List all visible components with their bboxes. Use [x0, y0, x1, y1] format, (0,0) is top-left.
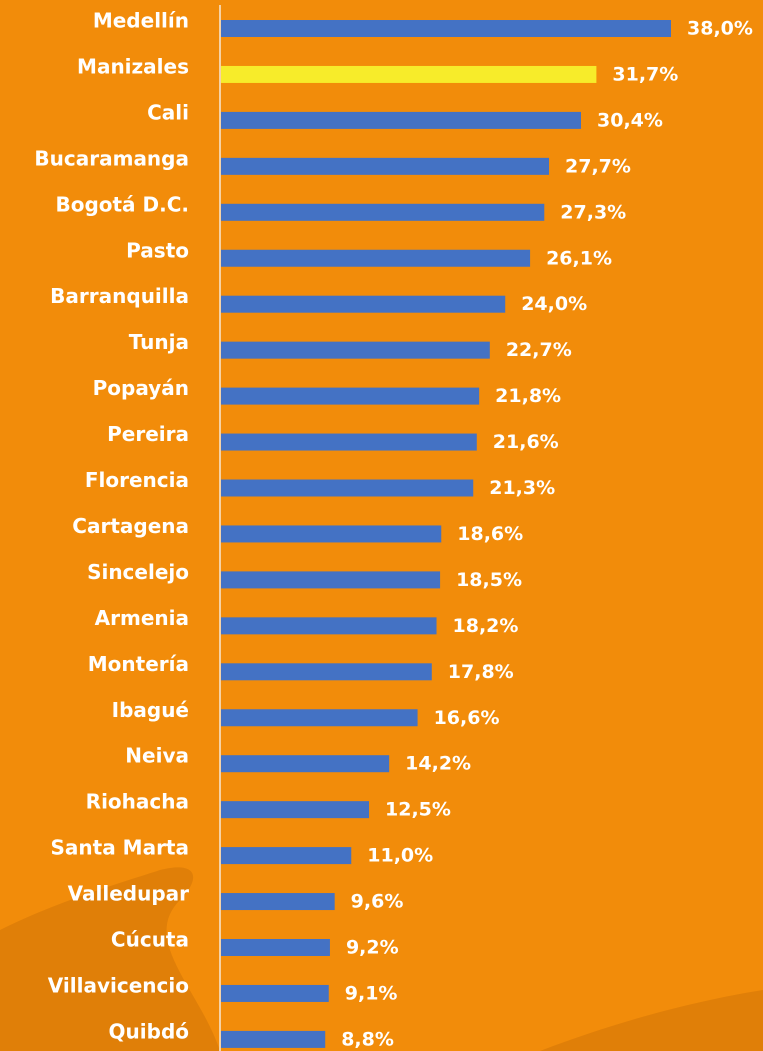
- bar: [221, 480, 473, 497]
- value-label: 24,0%: [521, 293, 587, 315]
- category-label: Barranquilla: [50, 284, 189, 308]
- background-hill: [540, 990, 763, 1051]
- value-label: 27,7%: [565, 155, 631, 177]
- bar: [221, 663, 432, 680]
- value-label: 9,2%: [346, 937, 399, 959]
- bar: [221, 20, 671, 37]
- value-label: 18,5%: [456, 569, 522, 591]
- category-label: Riohacha: [86, 790, 189, 814]
- category-label: Pasto: [126, 238, 189, 262]
- bar: [221, 204, 544, 221]
- page: {"chart_data": { "type": "bar", "orienta…: [0, 0, 763, 1051]
- bar: [221, 66, 596, 83]
- value-label: 8,8%: [341, 1028, 394, 1050]
- value-label: 31,7%: [612, 63, 678, 85]
- bar: [221, 847, 351, 864]
- bar: [221, 434, 477, 451]
- category-label: Quibdó: [109, 1019, 189, 1043]
- category-label: Florencia: [85, 468, 189, 492]
- value-label: 30,4%: [597, 109, 663, 131]
- value-label: 21,8%: [495, 385, 561, 407]
- bar: [221, 342, 490, 359]
- category-label: Cartagena: [72, 514, 189, 538]
- value-label: 12,5%: [385, 799, 451, 821]
- bar: [221, 985, 329, 1002]
- value-label: 16,6%: [434, 707, 500, 729]
- category-label: Ibagué: [112, 698, 189, 722]
- category-label: Cúcuta: [111, 928, 189, 952]
- category-label: Cali: [147, 100, 189, 124]
- category-label: Bogotá D.C.: [55, 192, 189, 216]
- category-label: Valledupar: [68, 882, 190, 906]
- category-label: Tunja: [129, 330, 189, 354]
- category-label: Sincelejo: [87, 560, 189, 584]
- bar: [221, 296, 505, 313]
- bar: [221, 709, 418, 726]
- bar: [221, 112, 581, 129]
- category-label: Villavicencio: [48, 973, 189, 997]
- category-label: Manizales: [77, 54, 189, 78]
- category-label: Medellín: [93, 9, 189, 33]
- category-label: Armenia: [95, 606, 189, 630]
- bar: [221, 939, 330, 956]
- value-label: 17,8%: [448, 661, 514, 683]
- bar: [221, 158, 549, 175]
- value-label: 18,6%: [457, 523, 523, 545]
- value-label: 21,6%: [493, 431, 559, 453]
- bar: [221, 755, 389, 772]
- value-label: 9,6%: [351, 891, 404, 913]
- bar: [221, 571, 440, 588]
- value-label: 38,0%: [687, 18, 753, 40]
- category-label: Montería: [88, 652, 189, 676]
- category-label: Bucaramanga: [34, 146, 189, 170]
- value-label: 18,2%: [453, 615, 519, 637]
- bar: [221, 1031, 325, 1048]
- value-label: 14,2%: [405, 753, 471, 775]
- value-label: 22,7%: [506, 339, 572, 361]
- bar: [221, 893, 335, 910]
- value-label: 9,1%: [345, 982, 398, 1004]
- value-label: 26,1%: [546, 247, 612, 269]
- category-label: Santa Marta: [51, 836, 189, 860]
- value-label: 27,3%: [560, 201, 626, 223]
- category-label: Popayán: [93, 376, 189, 400]
- chart: Medellín 38,0% Manizales 31,7% Cali 30,4% Buca…: [0, 0, 763, 1051]
- value-label: 21,3%: [489, 477, 555, 499]
- bar: [221, 250, 530, 267]
- bar: [221, 525, 441, 542]
- bar: [221, 388, 479, 405]
- value-label: 11,0%: [367, 845, 433, 867]
- category-label: Neiva: [125, 744, 189, 768]
- bar: [221, 801, 369, 818]
- bar: [221, 617, 437, 634]
- category-label: Pereira: [107, 422, 189, 446]
